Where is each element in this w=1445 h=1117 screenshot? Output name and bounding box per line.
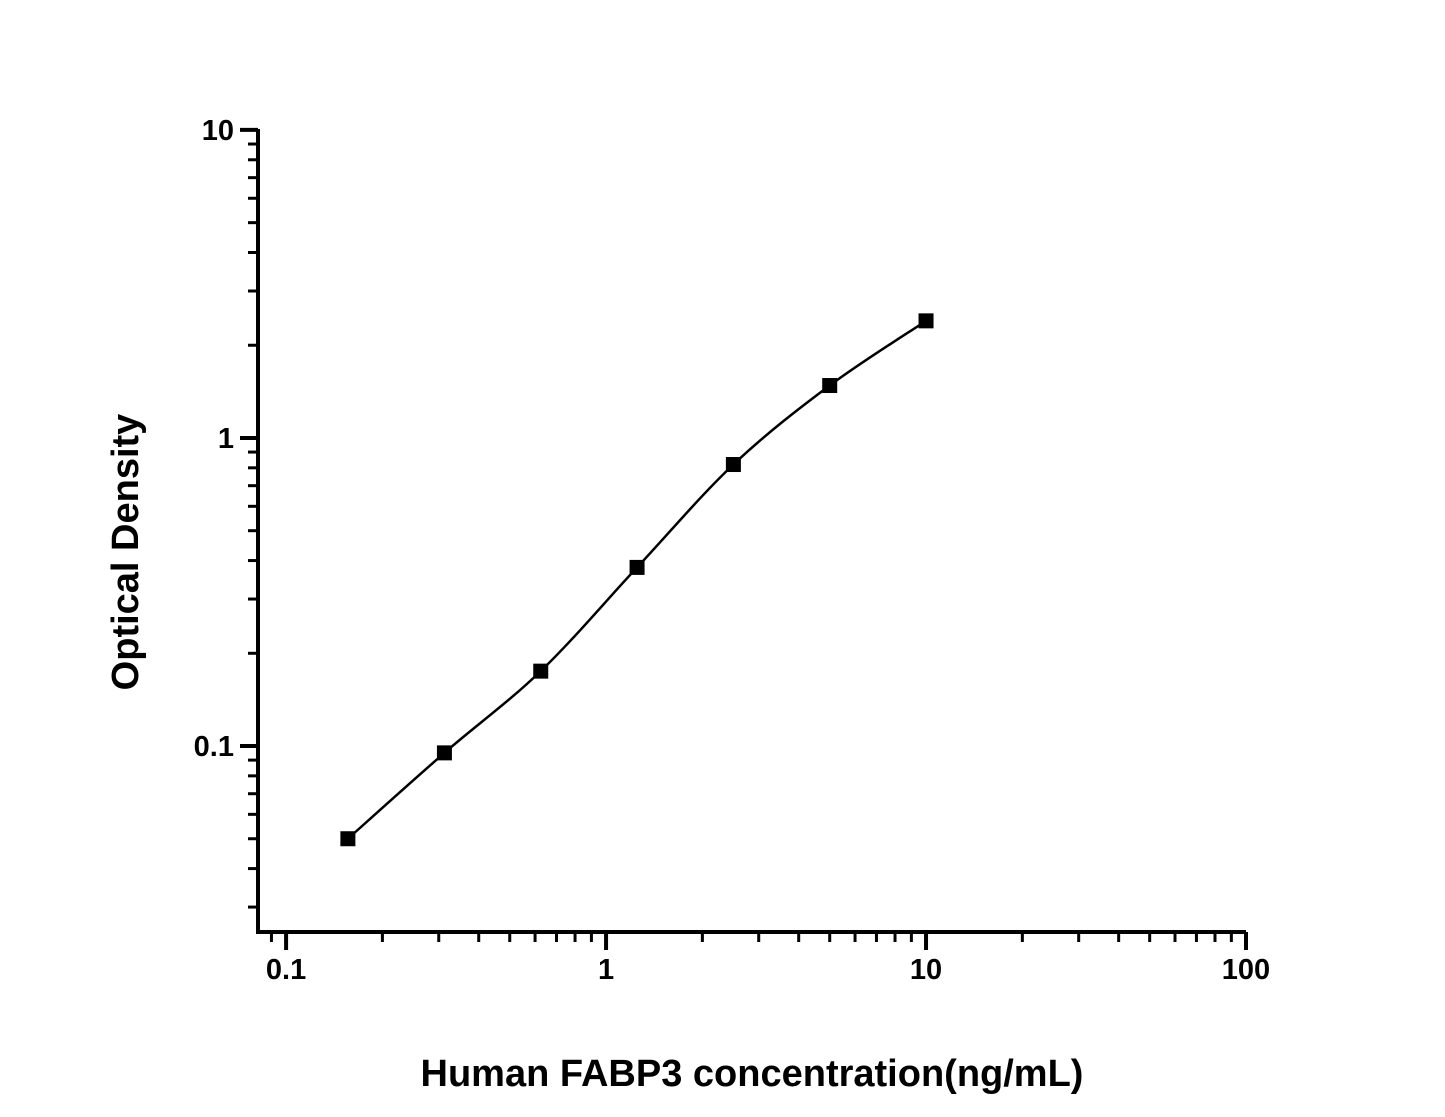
data-point-marker xyxy=(436,745,452,761)
y-tick-label: 1 xyxy=(218,423,234,455)
x-tick-label: 10 xyxy=(910,954,942,986)
data-point-marker xyxy=(533,663,549,679)
fit-curve xyxy=(347,319,927,840)
x-tick-label: 1 xyxy=(598,954,614,986)
x-axis-title: Human FABP3 concentration(ng/mL) xyxy=(421,1053,1084,1095)
data-point-marker xyxy=(725,457,741,473)
axes-layer: 0.1 1 10 100 0.1 1 10 xyxy=(194,115,1271,986)
data-point-marker xyxy=(822,378,838,394)
y-tick-label: 0.1 xyxy=(194,731,234,763)
x-tick-label: 100 xyxy=(1222,954,1270,986)
data-point-marker xyxy=(918,313,934,329)
y-tick-label: 10 xyxy=(202,115,234,147)
data-series-layer xyxy=(340,313,934,847)
x-tick-label: 0.1 xyxy=(266,954,306,986)
data-point-marker xyxy=(629,559,645,575)
data-point-marker xyxy=(340,831,356,847)
y-axis-title: Optical Density xyxy=(105,414,147,691)
